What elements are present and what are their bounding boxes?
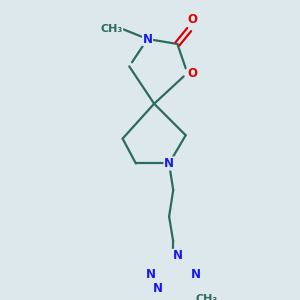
Text: CH₃: CH₃: [100, 24, 123, 34]
Text: CH₃: CH₃: [196, 294, 218, 300]
Text: O: O: [187, 13, 197, 26]
Text: O: O: [187, 67, 197, 80]
Text: N: N: [152, 282, 163, 295]
Text: N: N: [142, 32, 152, 46]
Text: N: N: [164, 157, 174, 170]
Text: N: N: [173, 249, 183, 262]
Text: N: N: [146, 268, 156, 281]
Text: N: N: [190, 268, 201, 281]
